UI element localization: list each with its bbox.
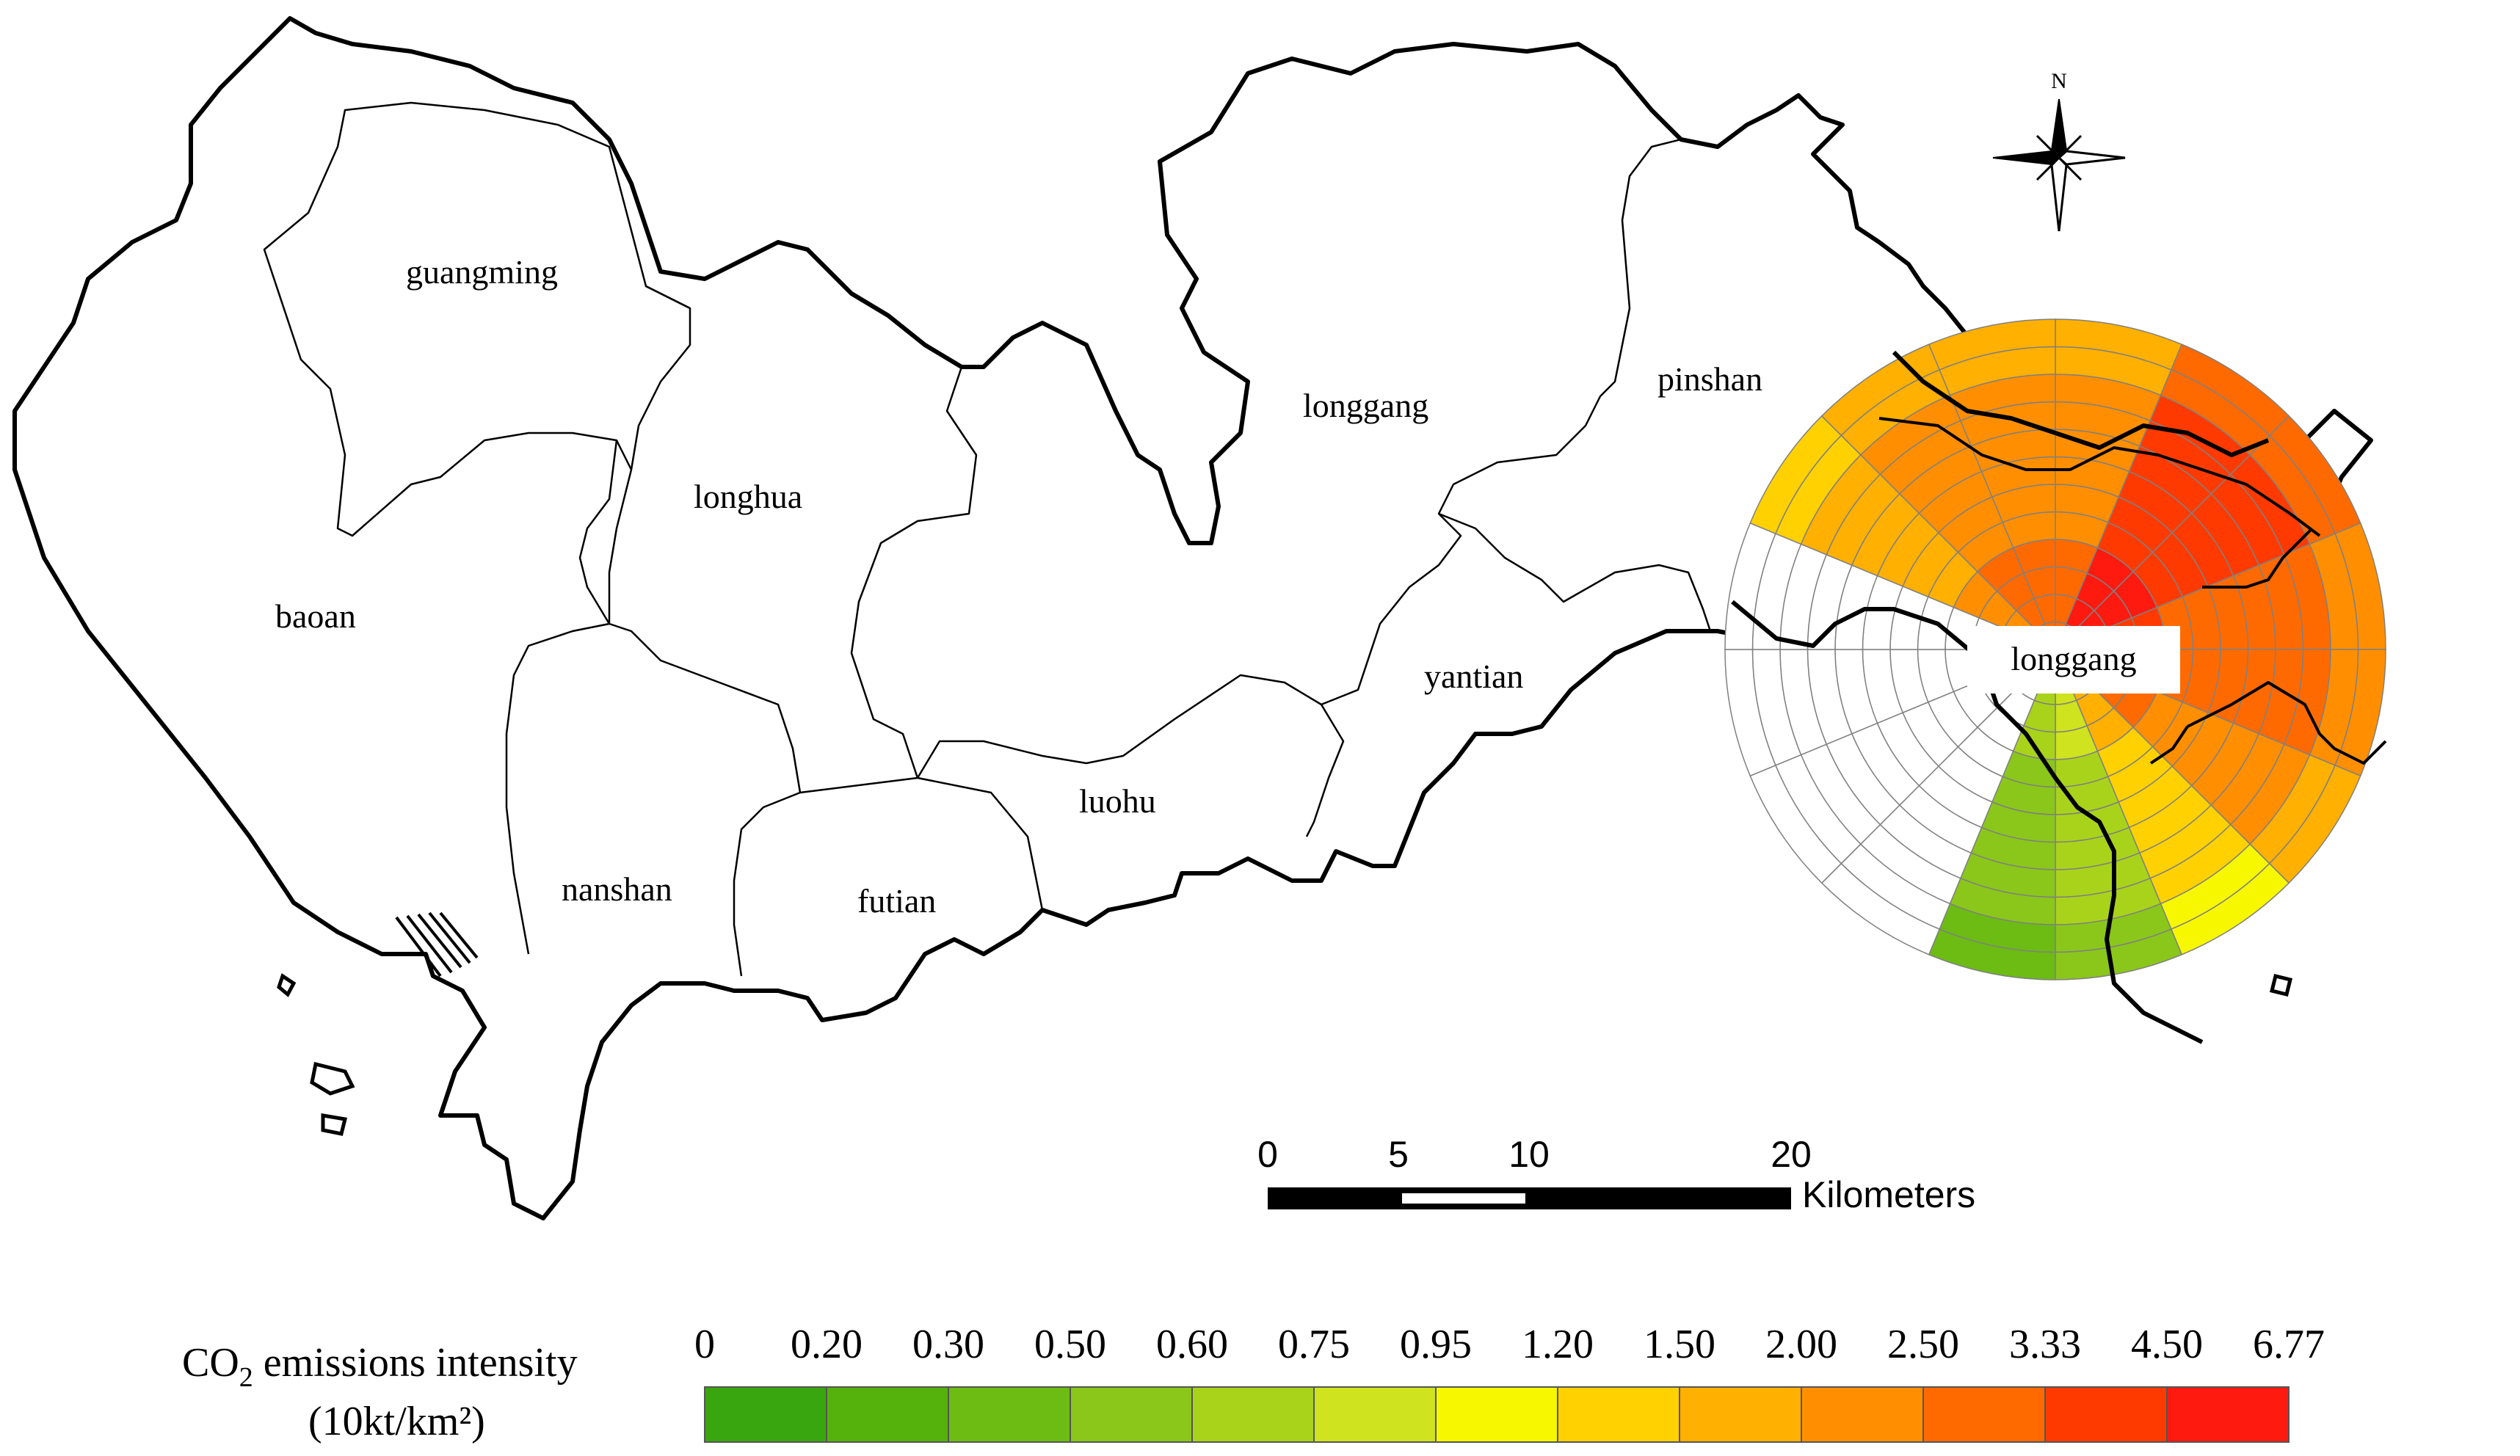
district-labels: guangming longhua baoan nanshan futian l… [275, 253, 1762, 920]
legend-unit: (10kt/km²) [308, 1399, 485, 1444]
compass-north-label: N [2051, 69, 2067, 93]
legend-break-label: 0.75 [1278, 1322, 1350, 1367]
district-label-longgang: longgang [1303, 387, 1428, 424]
legend-swatch [1070, 1386, 1193, 1443]
legend: CO2 emissions intensity (10kt/km²) 0 0.20… [182, 1322, 2325, 1444]
scale-bar-body [1268, 1187, 1791, 1209]
legend-break-label: 0 [694, 1322, 715, 1367]
legend-color-scale [704, 1386, 2290, 1443]
north-arrow-icon: N [1992, 69, 2126, 232]
legend-swatch [1922, 1386, 2046, 1443]
legend-break-label: 6.77 [2253, 1322, 2325, 1367]
legend-swatch [948, 1386, 1071, 1443]
legend-swatch [2044, 1386, 2168, 1443]
legend-break-label: 0.60 [1156, 1322, 1228, 1367]
island-outline [321, 1113, 348, 1136]
scale-bar: 0 5 10 20 Kilometers [1257, 1134, 1975, 1215]
legend-break-labels: 0 0.20 0.30 0.50 0.60 0.75 0.95 1.20 1.50 2.00 2.5… [694, 1322, 2325, 1367]
legend-swatch [1435, 1386, 1558, 1443]
legend-swatch [704, 1386, 827, 1443]
port-piers [395, 911, 479, 978]
scale-tick-label: 0 [1257, 1134, 1278, 1175]
legend-break-label: 4.50 [2131, 1322, 2203, 1367]
radial-center-label: longgang [2011, 640, 2136, 677]
legend-title: CO2 emissions intensity [182, 1340, 578, 1393]
scale-tick-label: 5 [1388, 1134, 1409, 1175]
scale-bar-segment [1402, 1193, 1525, 1204]
radial-center-label-box [1967, 626, 2180, 694]
legend-swatch [1191, 1386, 1315, 1443]
district-boundary-overlay [1878, 417, 2387, 765]
legend-break-label: 2.00 [1765, 1322, 1837, 1367]
legend-break-label: 0.20 [791, 1322, 863, 1367]
island-outline [310, 1061, 355, 1096]
legend-break-label: 1.20 [1522, 1322, 1594, 1367]
district-label-baoan: baoan [275, 597, 356, 635]
district-boundaries [263, 101, 1712, 977]
legend-break-label: 0.95 [1400, 1322, 1472, 1367]
legend-break-label: 0.30 [912, 1322, 984, 1367]
legend-swatch [826, 1386, 949, 1443]
legend-swatch [1313, 1386, 1437, 1443]
legend-swatch [1801, 1386, 1924, 1443]
district-label-longhua: longhua [694, 478, 802, 515]
legend-break-label: 1.50 [1644, 1322, 1715, 1367]
district-label-nanshan: nanshan [562, 870, 672, 908]
city-outer-boundary-overlay [1731, 350, 2270, 1044]
district-label-yantian: yantian [1424, 658, 1523, 695]
island-outline [2269, 973, 2293, 997]
legend-break-label: 3.33 [2009, 1322, 2081, 1367]
legend-break-label: 2.50 [1887, 1322, 1959, 1367]
scale-tick-label: 10 [1508, 1134, 1550, 1175]
district-label-luohu: luohu [1079, 782, 1156, 820]
scale-unit-label: Kilometers [1802, 1174, 1975, 1215]
district-label-pinshan: pinshan [1657, 360, 1762, 398]
district-label-guangming: guangming [406, 253, 558, 291]
radial-cell [1928, 318, 2056, 371]
district-label-futian: futian [857, 882, 936, 920]
legend-swatch [2166, 1386, 2290, 1443]
scale-tick-label: 20 [1771, 1134, 1812, 1175]
legend-swatch [1557, 1386, 1680, 1443]
legend-break-label: 0.50 [1034, 1322, 1106, 1367]
legend-swatch [1679, 1386, 1802, 1443]
island-outline [277, 973, 297, 997]
